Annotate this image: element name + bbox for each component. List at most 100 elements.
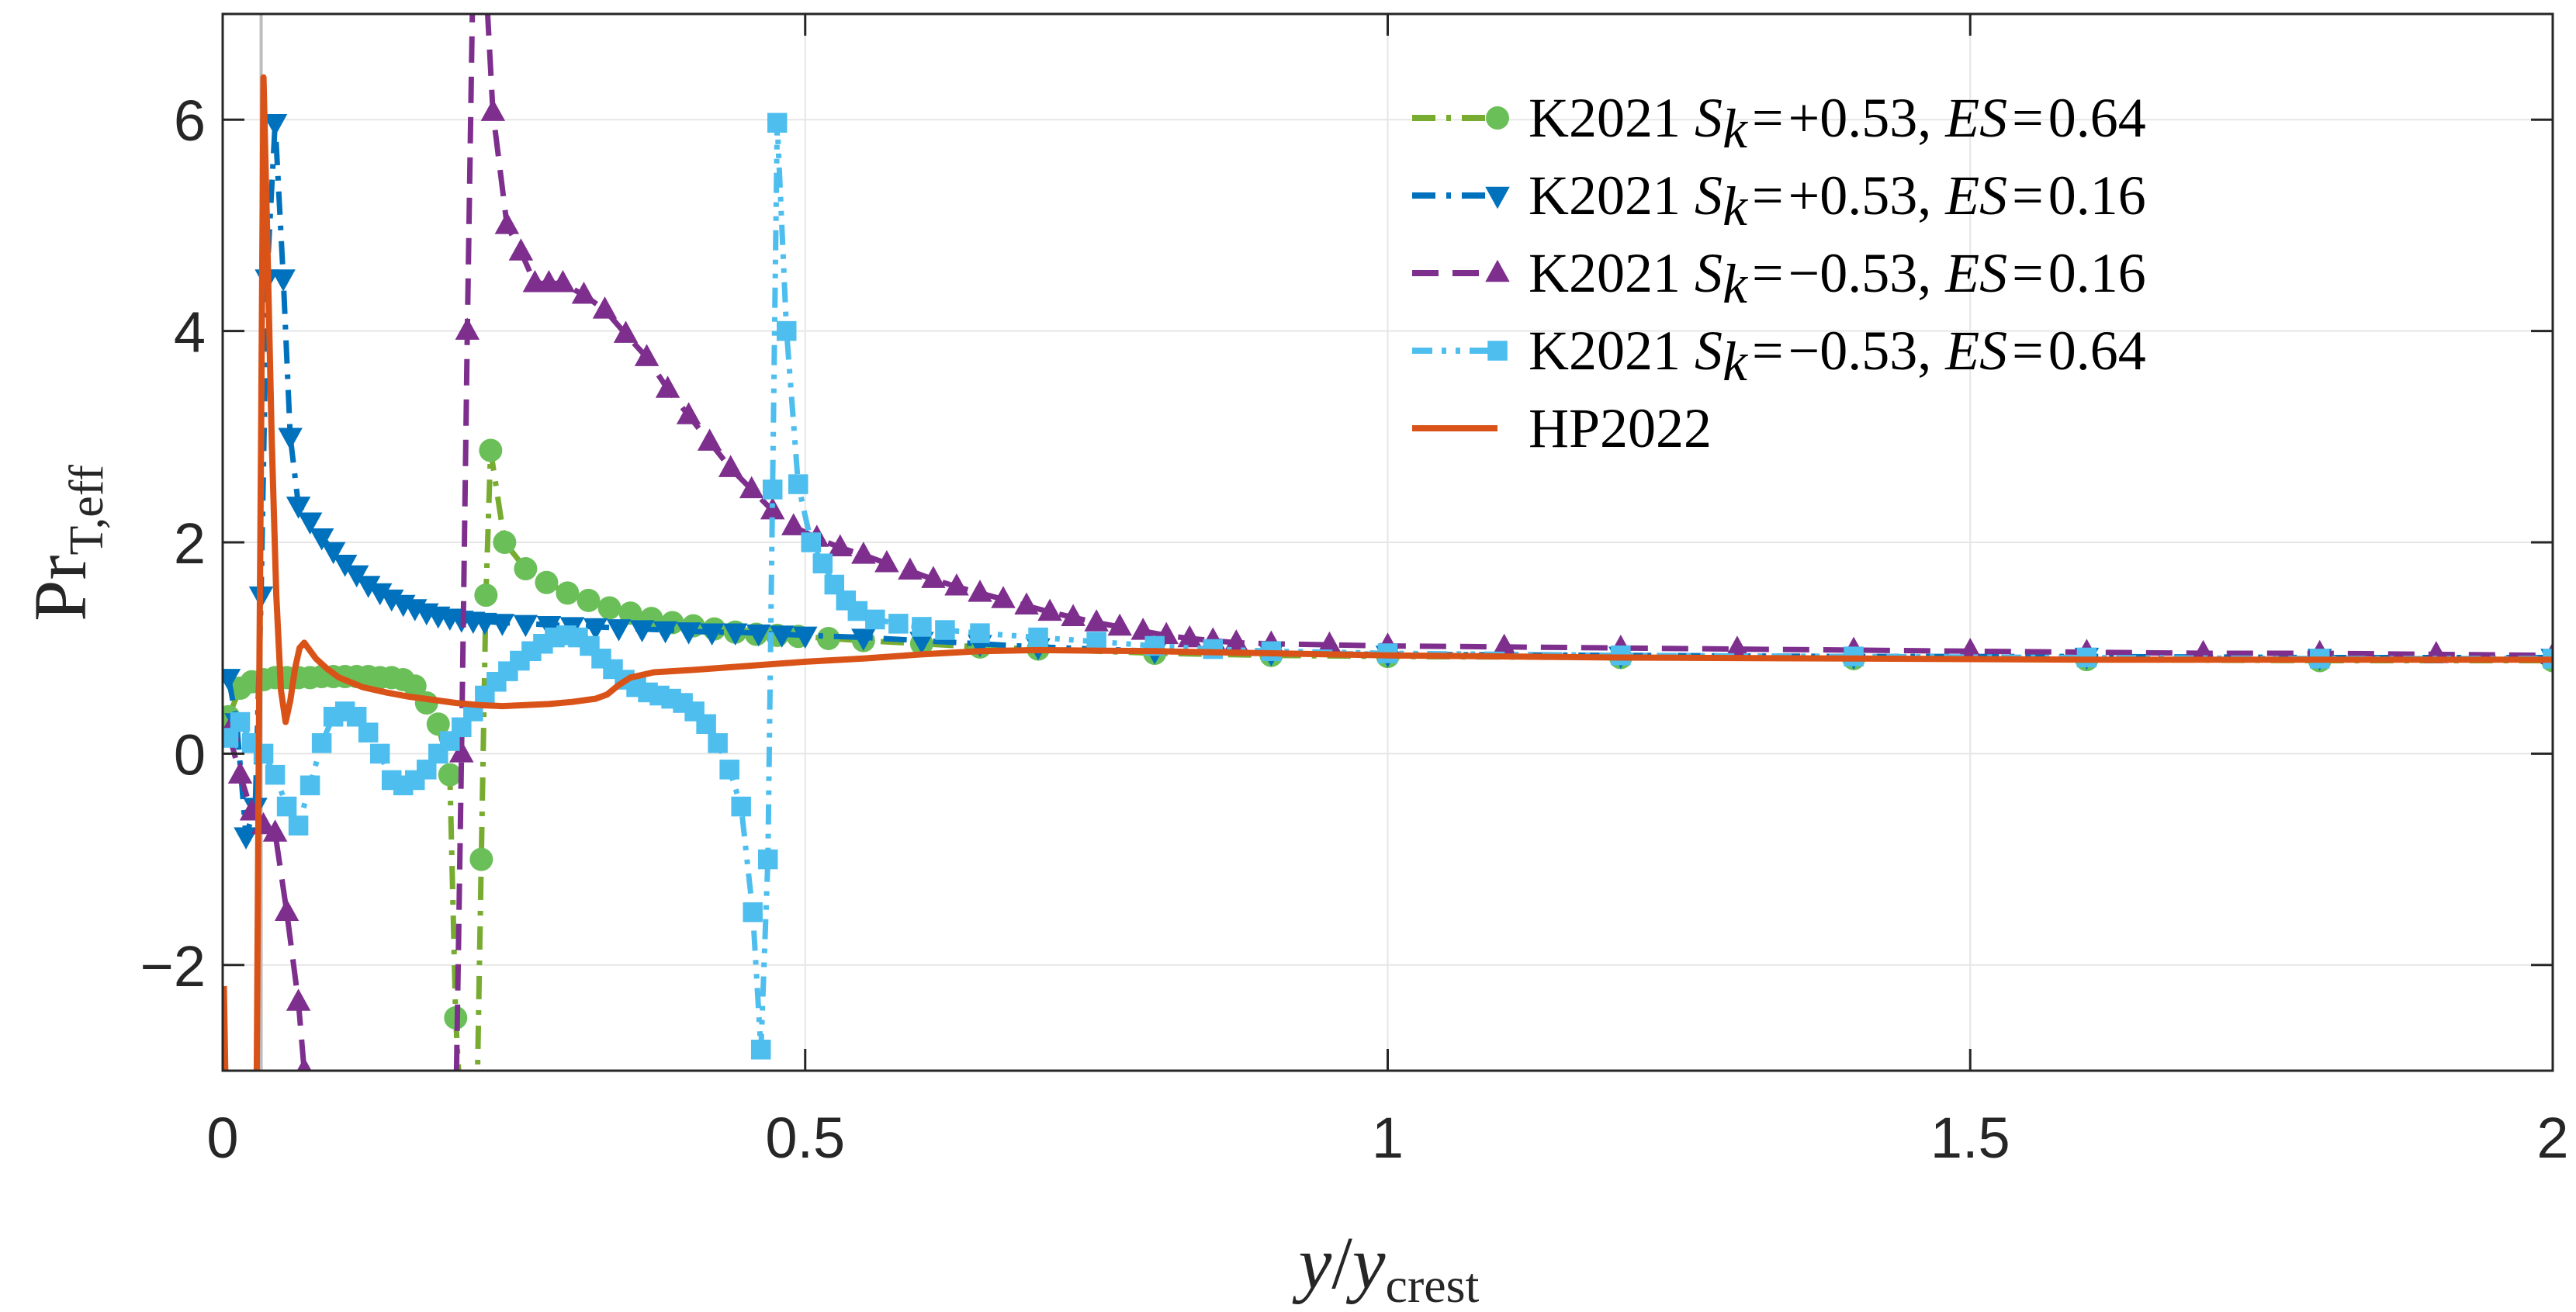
y-tick-label-3: 4 bbox=[174, 300, 206, 365]
series-1-point-35 bbox=[699, 623, 725, 646]
series-2-point-38 bbox=[968, 580, 992, 602]
series-2-point-55 bbox=[1725, 635, 1750, 658]
legend-label-3-es: 0.64 bbox=[2048, 320, 2146, 382]
series-1-point-27 bbox=[513, 614, 538, 638]
series-3-point-51 bbox=[788, 474, 808, 494]
series-1-point-31 bbox=[606, 619, 632, 642]
series-1-point-9 bbox=[286, 497, 311, 519]
series-0-point-27 bbox=[514, 557, 538, 581]
series-2-point-42 bbox=[1061, 604, 1085, 626]
series-1-point-15 bbox=[355, 576, 381, 598]
series-2-point-6 bbox=[286, 988, 311, 1011]
series-0-point-16 bbox=[403, 674, 427, 698]
series-2-point-25 bbox=[676, 402, 701, 424]
series-1-line bbox=[226, 119, 2553, 839]
legend-label-3-val: 0.53, bbox=[1819, 320, 1945, 382]
legend-label-2-S: S bbox=[1695, 242, 1723, 304]
series-layer bbox=[223, 14, 2553, 1071]
series-2-line bbox=[226, 14, 2553, 1071]
x-axis-title-slash: / bbox=[1331, 1221, 1352, 1304]
series-3-point-50 bbox=[776, 320, 797, 341]
series-2-point-30 bbox=[781, 513, 806, 535]
legend-label-3-eq: = bbox=[1752, 320, 1784, 382]
series-4 bbox=[223, 74, 2553, 1071]
legend-label-4: HP2022 bbox=[1529, 397, 1712, 459]
series-2-point-36 bbox=[921, 566, 946, 588]
series-1-point-26 bbox=[490, 614, 515, 636]
y-axis-title-sub: T,eff bbox=[61, 465, 113, 556]
series-2-point-26 bbox=[697, 428, 722, 451]
series-3-point-59 bbox=[912, 617, 932, 637]
series-1-point-40 bbox=[851, 628, 876, 651]
series-0-point-29 bbox=[556, 581, 580, 605]
series-2-point-35 bbox=[898, 557, 923, 580]
y-tick-label-1: 0 bbox=[174, 722, 206, 787]
legend-label-3-sign: − bbox=[1788, 320, 1820, 382]
series-2-point-19 bbox=[550, 270, 576, 293]
series-3-point-49 bbox=[767, 113, 788, 133]
series-3-point-60 bbox=[935, 620, 955, 640]
legend-label-1: K2021 Sk=+0.53, ES=0.16 bbox=[1529, 164, 2146, 237]
series-0-point-24 bbox=[474, 583, 498, 608]
series-2-point-14 bbox=[480, 99, 506, 121]
series-3-point-4 bbox=[265, 764, 286, 785]
series-2-point-21 bbox=[592, 296, 618, 319]
series-3-point-61 bbox=[970, 623, 990, 643]
legend-label-0-eq2: = bbox=[2012, 87, 2044, 149]
series-1-point-6 bbox=[262, 114, 288, 137]
legend-label-3-prefix: K2021 bbox=[1529, 320, 1695, 382]
legend-label-2: K2021 Sk=−0.53, ES=0.16 bbox=[1529, 242, 2146, 315]
series-2-point-28 bbox=[739, 476, 764, 499]
series-2-point-59 bbox=[2190, 639, 2216, 663]
series-2-point-29 bbox=[760, 497, 785, 520]
series-3-point-12 bbox=[358, 722, 379, 743]
y-axis-title-main: Pr bbox=[19, 556, 102, 621]
series-3-point-62 bbox=[1028, 627, 1048, 648]
legend-label-2-val: 0.53, bbox=[1819, 242, 1945, 304]
series-2-point-1 bbox=[227, 761, 253, 784]
series-2-point-20 bbox=[571, 282, 597, 304]
x-axis-title-y2: y bbox=[1345, 1221, 1386, 1304]
series-2-point-24 bbox=[655, 376, 680, 398]
series-3-point-43 bbox=[719, 760, 739, 780]
x-tick-label-3: 1.5 bbox=[1930, 1106, 2010, 1170]
x-axis-title-y: y bbox=[1292, 1221, 1332, 1304]
x-tick-label-0: 0 bbox=[206, 1106, 238, 1170]
series-0-point-28 bbox=[535, 570, 559, 594]
series-2-point-11 bbox=[455, 317, 480, 340]
series-1-point-7 bbox=[271, 269, 296, 292]
series-1-point-10 bbox=[297, 512, 323, 535]
legend-label-1-ES: ES bbox=[1944, 164, 2007, 227]
series-2-point-15 bbox=[494, 212, 520, 234]
legend-label-0-es: 0.64 bbox=[2048, 87, 2146, 149]
series-3-point-53 bbox=[812, 553, 833, 573]
legend-label-0-val: 0.53, bbox=[1819, 87, 1945, 149]
series-3-point-5 bbox=[276, 796, 297, 817]
series-1-point-8 bbox=[278, 428, 303, 451]
series-1-point-38 bbox=[769, 625, 795, 648]
series-1-point-34 bbox=[676, 622, 701, 645]
series-1-point-11 bbox=[309, 528, 334, 551]
legend-label-3-eq2: = bbox=[2012, 320, 2044, 382]
legend-label-2-k: k bbox=[1723, 253, 1749, 315]
series-1-point-39 bbox=[793, 626, 818, 649]
legend-label-0: K2021 Sk=+0.53, ES=0.64 bbox=[1529, 87, 2146, 160]
legend-label-0-ES: ES bbox=[1944, 87, 2007, 149]
series-2-point-4 bbox=[262, 819, 288, 842]
series-2-point-45 bbox=[1130, 618, 1155, 640]
grid bbox=[223, 14, 2553, 1071]
series-2-point-47 bbox=[1177, 625, 1202, 648]
ticks bbox=[221, 14, 2554, 1071]
series-2-point-34 bbox=[874, 549, 899, 573]
series-0-point-31 bbox=[597, 596, 621, 620]
series-2-point-33 bbox=[851, 542, 876, 564]
series-3-point-42 bbox=[708, 733, 728, 753]
x-tick-label-4: 2 bbox=[2536, 1106, 2568, 1170]
legend-label-0-k: k bbox=[1723, 98, 1749, 160]
legend-label-2-sign: − bbox=[1788, 242, 1820, 304]
legend-marker-0 bbox=[1486, 106, 1509, 130]
x-axis-title-sub: crest bbox=[1386, 1258, 1480, 1312]
series-3-point-44 bbox=[731, 796, 751, 817]
